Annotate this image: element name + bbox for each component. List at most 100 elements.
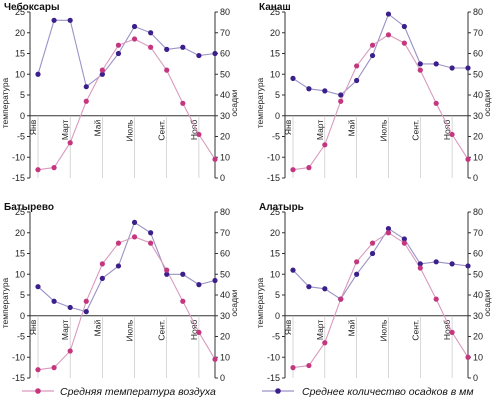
chart-panel: Чебоксары -15 -10 -5 0 5 10 15 20 25 0 10 20 30 40 50 60… bbox=[0, 1, 239, 183]
month-label: Май bbox=[347, 120, 357, 137]
temperature-point bbox=[449, 131, 455, 138]
panel-title: Алатырь bbox=[259, 202, 304, 213]
month-label: Июль bbox=[378, 119, 388, 141]
temperature-point bbox=[67, 140, 73, 146]
y-tick-label-left: 0 bbox=[275, 111, 280, 121]
month-label: Янв bbox=[28, 119, 38, 135]
y-tick-label-right: 30 bbox=[220, 311, 230, 321]
temperature-point bbox=[369, 240, 376, 246]
temperature-point bbox=[290, 167, 296, 173]
temperature-point bbox=[465, 354, 471, 360]
month-label: Июль bbox=[378, 319, 388, 341]
temperature-point bbox=[115, 42, 122, 48]
y-tick-label-left: 10 bbox=[15, 269, 25, 279]
y-tick-label-left: 20 bbox=[15, 28, 25, 38]
precipitation-point bbox=[196, 282, 202, 288]
precipitation-point bbox=[99, 71, 105, 77]
temperature-point bbox=[83, 298, 89, 304]
y-tick-label-right: 60 bbox=[473, 49, 483, 59]
y-tick-label-right: 10 bbox=[473, 352, 483, 362]
precipitation-series-line bbox=[292, 13, 468, 96]
y-axis-right-label: осадки bbox=[229, 289, 239, 316]
precipitation-point bbox=[196, 52, 202, 59]
temperature-point bbox=[449, 329, 455, 335]
temperature-point bbox=[465, 156, 471, 162]
precipitation-point bbox=[290, 75, 296, 81]
temperature-point bbox=[338, 98, 344, 104]
precipitation-point bbox=[417, 261, 423, 267]
temperature-series-line bbox=[292, 34, 469, 171]
temperature-point bbox=[338, 296, 344, 302]
y-tick-label-left: -15 bbox=[267, 173, 280, 183]
temperature-point bbox=[433, 296, 439, 302]
y-tick-label-left: 20 bbox=[270, 228, 280, 238]
panel-title: Чебоксары bbox=[4, 1, 60, 13]
legend-temperature-label: Средняя температура воздуха bbox=[60, 386, 216, 398]
y-tick-label-right: 60 bbox=[220, 249, 230, 259]
temperature-point bbox=[131, 234, 138, 240]
y-tick-label-right: 40 bbox=[220, 290, 230, 300]
temperature-point bbox=[212, 156, 218, 162]
temperature-series-line bbox=[37, 38, 216, 171]
precipitation-point bbox=[212, 50, 218, 57]
month-label: Янв bbox=[283, 119, 293, 135]
temperature-point bbox=[180, 298, 186, 304]
temperature-point bbox=[401, 240, 407, 246]
y-tick-label-left: 15 bbox=[270, 249, 280, 259]
precipitation-point bbox=[354, 77, 360, 84]
temperature-point bbox=[369, 42, 376, 48]
precipitation-point bbox=[67, 17, 73, 23]
y-tick-label-left: 5 bbox=[275, 290, 280, 300]
month-label: Сент. bbox=[157, 320, 167, 341]
y-tick-label-right: 50 bbox=[220, 269, 230, 279]
month-label: Нояб bbox=[189, 320, 199, 340]
temperature-point bbox=[99, 67, 105, 73]
y-tick-label-left: 25 bbox=[270, 207, 280, 217]
y-tick-label-right: 10 bbox=[473, 152, 483, 162]
y-tick-label-right: 20 bbox=[220, 132, 230, 142]
y-tick-label-right: 70 bbox=[473, 28, 483, 38]
precipitation-point bbox=[164, 46, 170, 52]
y-axis-right-label: осадки bbox=[482, 289, 492, 316]
month-label: Май bbox=[92, 120, 102, 137]
y-tick-label-right: 30 bbox=[473, 111, 483, 121]
precipitation-point bbox=[322, 88, 328, 94]
y-tick-label-right: 60 bbox=[220, 49, 230, 59]
temperature-point bbox=[354, 63, 360, 69]
legend-temperature-marker bbox=[35, 388, 41, 394]
y-tick-label-left: -15 bbox=[12, 173, 25, 183]
temperature-point bbox=[385, 230, 392, 236]
temperature-point bbox=[67, 348, 73, 354]
month-label: Март bbox=[315, 120, 325, 140]
y-tick-label-right: 10 bbox=[220, 352, 230, 362]
y-axis-right-label: осадки bbox=[229, 89, 239, 116]
temperature-point bbox=[115, 240, 122, 246]
month-label: Сент. bbox=[410, 320, 420, 341]
y-axis-left-label: температура bbox=[0, 77, 10, 128]
precipitation-point bbox=[290, 267, 296, 273]
precipitation-point bbox=[417, 61, 423, 67]
precipitation-point bbox=[306, 284, 312, 290]
temperature-point bbox=[417, 265, 423, 271]
precipitation-point bbox=[354, 271, 360, 277]
precipitation-point bbox=[148, 30, 154, 36]
precipitation-point bbox=[369, 250, 376, 257]
y-tick-label-left: -5 bbox=[17, 132, 25, 142]
precipitation-series-line bbox=[37, 221, 216, 313]
precipitation-point bbox=[338, 92, 344, 98]
y-tick-label-right: 80 bbox=[473, 7, 483, 17]
precipitation-point bbox=[385, 226, 392, 232]
temperature-point bbox=[51, 165, 57, 171]
precipitation-point bbox=[433, 61, 439, 67]
precipitation-point bbox=[465, 65, 471, 71]
y-tick-label-right: 0 bbox=[473, 373, 478, 383]
y-tick-label-left: 25 bbox=[15, 207, 25, 217]
precipitation-point bbox=[449, 261, 455, 267]
y-tick-label-left: -10 bbox=[267, 352, 280, 362]
month-label: Май bbox=[347, 320, 357, 337]
precipitation-point bbox=[322, 286, 328, 292]
y-tick-label-left: 5 bbox=[20, 90, 25, 100]
y-tick-label-left: 10 bbox=[270, 69, 280, 79]
precipitation-point bbox=[35, 284, 41, 290]
y-tick-label-left: -10 bbox=[267, 152, 280, 162]
